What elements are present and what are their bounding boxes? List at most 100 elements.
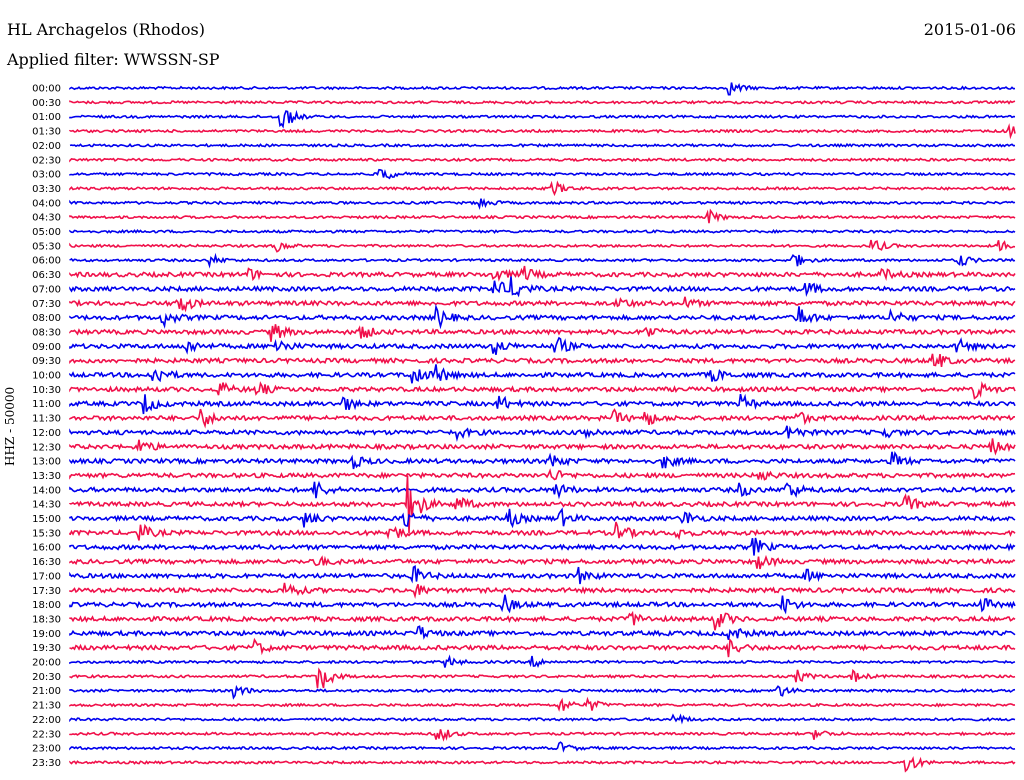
trace-line xyxy=(69,468,1016,481)
trace-line xyxy=(69,594,1016,615)
trace-line xyxy=(69,564,1016,585)
trace-line xyxy=(69,741,1016,753)
row-time-label: 18:00 xyxy=(32,600,61,611)
row-time-label: 20:00 xyxy=(32,658,61,669)
trace-line xyxy=(69,123,1016,140)
row-time-label: 03:30 xyxy=(32,184,61,195)
row-time-label: 22:00 xyxy=(32,715,61,726)
row-time-label: 19:00 xyxy=(32,629,61,640)
trace-line xyxy=(69,324,1016,342)
row-time-label: 01:30 xyxy=(32,127,61,138)
trace-line xyxy=(69,276,1016,298)
row-time-label: 01:00 xyxy=(32,112,61,123)
row-time-label: 19:30 xyxy=(32,643,61,654)
row-time-label: 02:30 xyxy=(32,155,61,166)
row-time-label: 17:00 xyxy=(32,571,61,582)
trace-line xyxy=(69,408,1016,429)
row-time-label: 22:30 xyxy=(32,729,61,740)
row-time-label: 06:00 xyxy=(32,256,61,267)
trace-line xyxy=(69,99,1016,105)
row-time-label: 05:30 xyxy=(32,241,61,252)
row-time-label: 00:00 xyxy=(32,84,61,95)
trace-line xyxy=(69,208,1016,224)
trace-line xyxy=(69,507,1016,529)
trace-line xyxy=(69,756,1016,773)
trace-line xyxy=(69,684,1016,700)
row-time-label: 03:00 xyxy=(32,170,61,181)
trace-line xyxy=(69,610,1016,631)
row-time-label: 18:30 xyxy=(32,614,61,625)
row-time-label: 13:30 xyxy=(32,471,61,482)
trace-line xyxy=(69,729,1016,742)
row-time-label: 12:30 xyxy=(32,442,61,453)
row-time-label: 15:00 xyxy=(32,514,61,525)
trace-line xyxy=(69,197,1016,210)
row-time-label: 23:30 xyxy=(32,758,61,769)
row-time-label: 04:30 xyxy=(32,213,61,224)
trace-line xyxy=(69,554,1016,570)
trace-line xyxy=(69,425,1016,442)
row-time-label: 11:00 xyxy=(32,399,61,410)
trace-line xyxy=(69,475,1016,534)
row-time-label: 09:00 xyxy=(32,342,61,353)
row-time-label: 11:30 xyxy=(32,414,61,425)
row-time-label: 14:00 xyxy=(32,485,61,496)
trace-line xyxy=(69,696,1016,712)
row-time-label: 21:00 xyxy=(32,686,61,697)
trace-line xyxy=(69,667,1016,689)
trace-line xyxy=(69,625,1016,641)
trace-line xyxy=(69,582,1016,599)
row-time-label: 06:30 xyxy=(32,270,61,281)
row-time-label: 13:00 xyxy=(32,457,61,468)
trace-line xyxy=(69,537,1016,556)
row-time-label: 21:30 xyxy=(32,701,61,712)
station-title: HL Archagelos (Rhodos) xyxy=(7,20,205,39)
trace-line xyxy=(69,654,1016,668)
row-time-label: 12:00 xyxy=(32,428,61,439)
trace-line xyxy=(69,265,1016,282)
trace-line xyxy=(69,303,1016,330)
trace-line xyxy=(69,109,1016,129)
filter-label: Applied filter: WWSSN-SP xyxy=(7,50,220,69)
row-time-label: 23:00 xyxy=(32,744,61,755)
trace-line xyxy=(69,228,1016,235)
trace-line xyxy=(69,713,1016,725)
row-time-label: 14:30 xyxy=(32,500,61,511)
row-time-label: 02:00 xyxy=(32,141,61,152)
trace-line xyxy=(69,336,1016,355)
trace-line xyxy=(69,364,1016,384)
row-time-label: 08:30 xyxy=(32,327,61,338)
trace-line xyxy=(69,637,1016,658)
trace-line xyxy=(69,450,1016,470)
trace-line xyxy=(69,142,1016,148)
row-time-label: 10:00 xyxy=(32,371,61,382)
row-time-label: 07:30 xyxy=(32,299,61,310)
trace-line xyxy=(69,521,1016,541)
trace-line xyxy=(69,393,1016,415)
row-time-label: 04:00 xyxy=(32,198,61,209)
trace-line xyxy=(69,438,1016,456)
trace-line xyxy=(69,82,1016,96)
row-time-label: 16:30 xyxy=(32,557,61,568)
trace-line xyxy=(69,180,1016,197)
row-time-label: 05:00 xyxy=(32,227,61,238)
trace-line xyxy=(69,296,1016,313)
trace-line xyxy=(69,480,1016,500)
trace-line xyxy=(69,252,1016,269)
row-time-label: 17:30 xyxy=(32,586,61,597)
trace-line xyxy=(69,381,1016,400)
trace-line xyxy=(69,168,1016,180)
row-time-label: 00:30 xyxy=(32,98,61,109)
trace-line xyxy=(69,239,1016,253)
row-time-label: 20:30 xyxy=(32,672,61,683)
trace-line xyxy=(69,353,1016,368)
row-time-label: 07:00 xyxy=(32,284,61,295)
date-label: 2015-01-06 xyxy=(923,20,1016,39)
row-time-label: 15:30 xyxy=(32,528,61,539)
row-time-label: 09:30 xyxy=(32,356,61,367)
row-time-label: 16:00 xyxy=(32,543,61,554)
trace-line xyxy=(69,157,1016,163)
row-time-label: 10:30 xyxy=(32,385,61,396)
row-time-label: 08:00 xyxy=(32,313,61,324)
